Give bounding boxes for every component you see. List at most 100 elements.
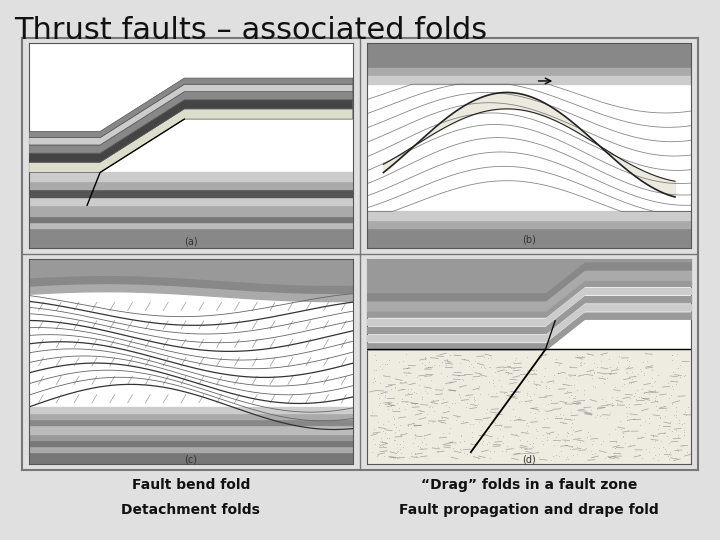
Point [614,417,626,426]
Point [539,372,550,380]
Point [396,430,408,438]
Point [647,431,659,440]
Point [472,454,484,463]
Point [477,437,488,446]
Point [509,411,521,420]
Point [509,355,521,364]
Point [488,418,500,427]
Point [524,440,536,448]
Point [482,353,494,362]
Point [537,430,549,439]
Point [468,396,480,405]
Point [553,452,564,461]
Point [524,392,536,401]
Point [416,395,428,403]
Point [376,434,387,442]
Point [410,389,422,397]
Point [370,366,382,374]
Point [635,434,647,442]
Point [377,360,388,369]
Point [530,383,541,392]
Point [578,396,590,404]
Point [554,361,565,370]
Point [436,418,447,427]
Point [578,358,590,367]
Point [557,411,569,420]
Point [536,437,548,445]
Point [559,436,570,445]
Point [630,395,642,404]
Point [624,394,636,402]
Point [588,359,600,367]
Point [377,427,389,436]
Point [654,413,666,421]
Point [521,418,533,427]
Point [620,367,631,376]
Point [522,422,534,430]
Point [678,428,690,436]
Point [667,355,678,364]
Point [679,370,690,379]
Point [549,370,560,379]
Point [538,414,549,423]
Point [484,363,495,372]
Point [484,454,495,463]
Point [603,355,615,363]
Point [401,398,413,407]
Point [377,420,389,428]
Point [575,359,586,368]
Point [389,383,400,392]
Point [373,394,384,403]
Point [567,450,578,459]
Point [584,431,595,440]
Point [675,361,686,369]
Point [541,427,552,436]
Point [678,431,689,440]
Point [374,379,386,388]
Point [378,442,390,451]
Point [393,453,405,461]
Point [648,443,660,451]
Text: “Drag” folds in a fault zone: “Drag” folds in a fault zone [421,478,637,492]
Point [663,438,675,447]
Point [552,430,564,438]
Point [469,438,481,447]
Point [627,378,639,387]
Point [572,443,583,451]
Point [498,438,509,447]
Point [597,437,608,445]
Point [392,447,403,456]
Point [385,401,397,410]
Point [392,440,403,448]
Point [638,371,649,380]
Point [419,361,431,369]
Point [658,429,670,438]
Point [423,357,434,366]
Point [432,447,444,456]
Point [395,378,406,387]
Point [500,366,512,375]
Point [510,390,521,399]
Point [647,374,658,382]
Point [582,350,593,359]
Point [446,398,458,407]
Point [379,390,391,399]
Point [523,376,534,385]
Point [666,382,678,390]
Point [672,370,684,379]
Point [667,385,679,394]
Point [427,417,438,426]
Point [643,419,654,428]
Point [652,429,664,438]
Point [543,430,554,438]
Point [441,355,453,363]
Point [664,417,675,426]
Point [559,369,571,377]
Point [464,393,475,401]
Point [617,432,629,441]
Point [456,375,468,383]
Point [624,403,635,411]
Point [458,437,469,445]
Point [649,376,660,385]
Polygon shape [29,92,353,153]
